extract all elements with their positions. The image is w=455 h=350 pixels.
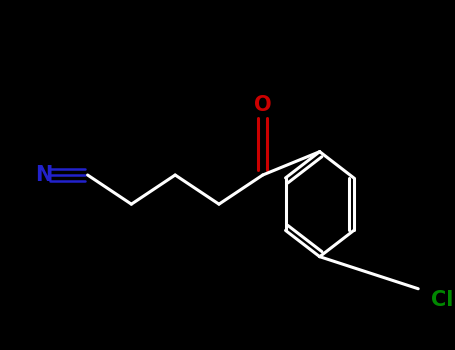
- Text: Cl: Cl: [431, 290, 454, 310]
- Text: N: N: [35, 165, 52, 185]
- Text: O: O: [254, 95, 272, 115]
